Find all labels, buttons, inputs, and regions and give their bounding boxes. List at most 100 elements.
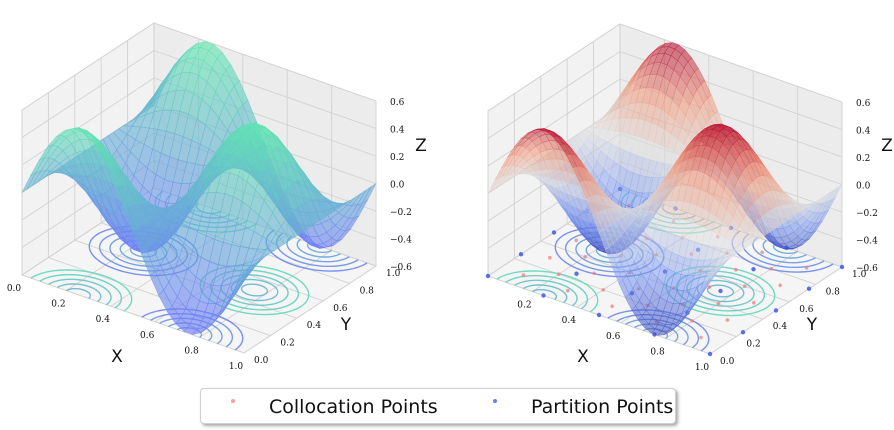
partition-point-24 (839, 264, 845, 270)
grid-line-z-left-5 (487, 51, 621, 139)
collocation-point-26 (601, 288, 605, 292)
y-tick-label: 0.4 (307, 321, 322, 331)
x-tick-label: 0.2 (517, 301, 531, 311)
collocation-point-32 (716, 301, 721, 306)
collocation-point-18 (734, 267, 738, 272)
z-tick-label: −0.4 (856, 237, 878, 247)
x-tick-label: 0.8 (184, 346, 199, 356)
z-tick-label: −0.6 (390, 263, 412, 273)
collocation-point-28 (690, 319, 694, 323)
legend-label-collocation: Collocation Points (269, 396, 438, 418)
z-tick-label: −0.4 (390, 236, 412, 246)
z-axis-label: Z (881, 136, 893, 156)
z-tick-label: 0.4 (856, 127, 871, 137)
partition-point-13 (718, 288, 723, 294)
legend-label-partition: Partition Points (531, 396, 674, 418)
y-tick-label: 0.2 (746, 340, 760, 350)
collocation-point-0 (521, 273, 526, 277)
y-axis-label: Y (340, 315, 352, 335)
contour-line (523, 284, 568, 304)
z-tick-label: 0.6 (390, 98, 405, 108)
y-tick-label: 0.0 (254, 356, 269, 366)
grid-line-z-left-4 (21, 77, 155, 166)
y-tick-label: 0.2 (280, 339, 294, 349)
y-tick-label: 1.0 (852, 270, 867, 280)
surface-mesh (21, 41, 377, 335)
collocation-point-29 (583, 254, 587, 259)
collocation-point-36 (743, 284, 747, 289)
collocation-point-1 (566, 288, 570, 293)
contour-line (296, 238, 341, 258)
y-tick-label: 0.8 (360, 286, 375, 296)
contour-line (48, 278, 112, 306)
x-tick-label: 1.0 (229, 362, 244, 372)
y-tick-label: 0.8 (826, 287, 841, 297)
grid-line-x-floor-5 (243, 265, 377, 354)
collocation-point-40 (769, 267, 773, 271)
z-axis-label: Z (415, 136, 427, 156)
partition-point-4 (707, 351, 713, 357)
partition-point-18 (751, 267, 756, 272)
grid-line-y-floor-0 (21, 274, 245, 354)
contour-line (240, 283, 269, 297)
partition-point-6 (574, 271, 579, 276)
contour-line (496, 270, 599, 313)
partition-point-2 (596, 312, 602, 318)
right-surface-plot: 0.2 0.4 0.6 0.8 1.0 0.0 0.2 0.4 0.6 0.8 1.0 0.6 0.4 0… (485, 23, 893, 373)
contour-line (306, 242, 332, 254)
collocation-point-14 (752, 300, 756, 305)
contour-line (762, 239, 807, 259)
collocation-point-6 (592, 271, 596, 276)
z-tick-label: 0.0 (390, 181, 405, 191)
collocation-point-5 (548, 255, 552, 260)
grid-line-z-right-6 (153, 22, 377, 102)
y-tick-label: 0.6 (333, 304, 348, 314)
z-tick-label: −0.2 (390, 208, 412, 218)
collocation-point-9 (725, 318, 730, 322)
partition-point-9 (740, 330, 746, 335)
collocation-point-23 (760, 250, 764, 255)
collocation-point-2 (610, 304, 614, 309)
grid-line-z-left-6 (487, 23, 621, 112)
contour-line (505, 274, 589, 310)
y-tick-label: 1.0 (386, 269, 401, 279)
x-tick-label: 0.2 (51, 300, 65, 310)
contour-line (514, 279, 578, 307)
x-tick-label: 0.6 (606, 332, 621, 342)
grid-line-z-left-5 (21, 50, 155, 138)
x-tick-label: 0.4 (96, 315, 111, 325)
contour-line (57, 283, 102, 303)
x-axis-label: X (577, 347, 589, 367)
contour-line (66, 287, 92, 299)
surface-patch (487, 177, 499, 195)
contour-line (286, 235, 350, 263)
partition-point-14 (773, 308, 779, 313)
z-tick-label: −0.2 (856, 209, 878, 219)
y-axis-label: Y (806, 315, 818, 335)
contour-line (30, 269, 133, 312)
legend: Collocation Points Partition Points (200, 388, 676, 424)
contour-line (772, 243, 798, 255)
grid-line-z-left-4 (487, 78, 621, 167)
partition-point-19 (806, 286, 812, 291)
y-tick-label: 0.6 (799, 305, 814, 315)
collocation-point-13 (707, 285, 712, 289)
x-tick-label: 0.8 (650, 347, 665, 357)
x-tick-label: 0.6 (140, 331, 155, 341)
z-tick-label: 0.6 (856, 99, 871, 109)
x-tick-label: 0.0 (7, 284, 22, 294)
grid-line-z-left-6 (21, 22, 155, 111)
x-tick-label: 1.0 (695, 363, 710, 373)
contour-line (532, 288, 558, 300)
z-tick-label: −0.6 (856, 264, 878, 274)
partition-point-10 (551, 230, 557, 235)
z-tick-label: 0.2 (856, 154, 870, 164)
partition-point-1 (541, 293, 546, 298)
collocation-point-10 (574, 238, 578, 243)
y-tick-label: 0.4 (773, 322, 788, 332)
x-tick-label: 0.4 (562, 316, 577, 326)
x-axis-label: X (111, 347, 123, 367)
z-tick-label: 0.2 (390, 153, 404, 163)
collocation-point-25 (557, 272, 561, 277)
